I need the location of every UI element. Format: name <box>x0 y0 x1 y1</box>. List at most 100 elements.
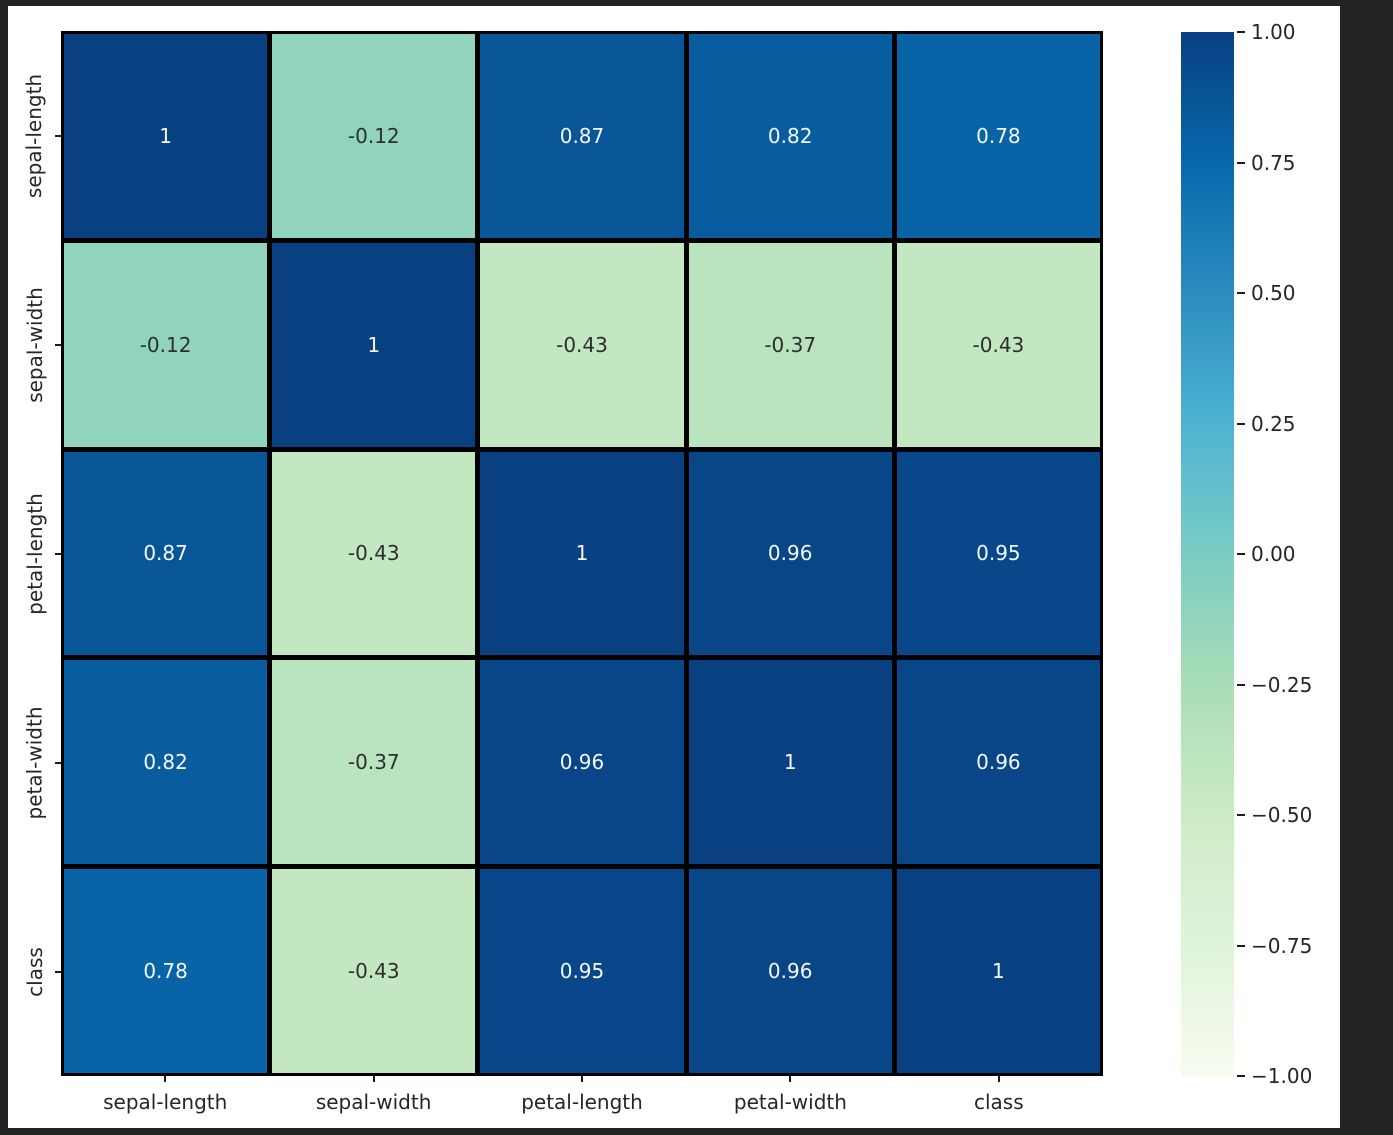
colorbar-tick-mark <box>1237 944 1245 947</box>
colorbar-tick-mark <box>1237 1075 1245 1077</box>
colorbar-tick-label: 1.00 <box>1251 20 1296 44</box>
y-axis: sepal-length sepal-width petal-length petal… <box>8 31 61 1076</box>
figure: 1 -0.12 0.87 0.82 0.78 -0.12 1 -0.43 -0.37 -0.43 0… <box>8 6 1340 1128</box>
y-axis-label-slot: sepal-width <box>8 240 61 449</box>
colorbar-tick-mark <box>1237 292 1245 294</box>
cell-annotation: 0.96 <box>767 959 813 984</box>
heatmap-cell: 1 <box>480 451 684 656</box>
y-axis-label-slot: class <box>8 867 61 1076</box>
colorbar-tick-mark <box>1237 553 1245 555</box>
x-axis-label: sepal-length <box>103 1090 228 1114</box>
x-axis-label: sepal-width <box>315 1090 432 1114</box>
x-axis-label: class <box>974 1090 1024 1114</box>
x-tick-mark <box>581 1076 584 1082</box>
x-tick-mark <box>164 1076 167 1082</box>
heatmap-cell: 1 <box>688 660 892 865</box>
cell-annotation: -0.37 <box>347 750 400 775</box>
x-tick-mark <box>997 1076 1000 1082</box>
cell-annotation: 0.96 <box>559 750 605 775</box>
cell-annotation: -0.12 <box>139 332 192 357</box>
colorbar-tick-mark <box>1237 814 1245 816</box>
cell-annotation: -0.37 <box>764 332 817 357</box>
colorbar-tick-label: −1.00 <box>1251 1064 1313 1088</box>
x-axis-label-slot: sepal-length <box>61 1076 269 1116</box>
cell-annotation: 1 <box>575 541 589 566</box>
heatmap-cell: -0.12 <box>64 242 268 447</box>
x-axis-label-slot: petal-length <box>478 1076 686 1116</box>
correlation-heatmap: 1 -0.12 0.87 0.82 0.78 -0.12 1 -0.43 -0.37 -0.43 0… <box>61 31 1103 1076</box>
x-axis-label: petal-length <box>521 1090 643 1114</box>
heatmap-cell: 1 <box>64 34 268 238</box>
y-axis-label: class <box>22 946 47 997</box>
cell-annotation: 0.82 <box>143 750 188 775</box>
heatmap-cell: -0.43 <box>896 242 1100 447</box>
colorbar-tick-label: −0.50 <box>1251 803 1313 827</box>
colorbar-tick-label: 0.25 <box>1251 411 1296 436</box>
cell-annotation: 1 <box>783 750 797 775</box>
colorbar-gradient <box>1181 32 1234 1076</box>
cell-annotation: 0.78 <box>976 123 1021 148</box>
cell-annotation: -0.43 <box>347 541 400 566</box>
colorbar-tick-label: 0.75 <box>1251 150 1296 175</box>
heatmap-cell: 0.82 <box>688 34 892 238</box>
heatmap-cell: -0.37 <box>272 660 476 865</box>
heatmap-cell: -0.43 <box>480 242 684 447</box>
y-tick-mark <box>55 134 61 137</box>
x-axis-label-slot: petal-width <box>686 1076 894 1116</box>
y-axis-label-slot: sepal-length <box>8 31 61 240</box>
cell-annotation: 1 <box>992 959 1005 984</box>
y-axis-label: sepal-length <box>22 73 47 198</box>
heatmap-cell: 1 <box>896 869 1100 1073</box>
y-tick-mark <box>55 761 61 764</box>
y-axis-label-slot: petal-length <box>8 449 61 658</box>
heatmap-cell: 0.96 <box>688 869 892 1073</box>
cell-annotation: -0.43 <box>556 332 608 357</box>
cell-annotation: 1 <box>159 123 172 148</box>
cell-annotation: 0.82 <box>767 123 813 148</box>
x-tick-mark <box>372 1076 375 1082</box>
x-axis-label-slot: sepal-width <box>269 1076 477 1116</box>
heatmap-cell: 0.78 <box>896 34 1100 238</box>
cell-annotation: -0.43 <box>972 332 1025 357</box>
cell-annotation: 0.96 <box>976 750 1021 775</box>
y-axis-label-slot: petal-width <box>8 658 61 867</box>
colorbar-tick-label: −0.25 <box>1251 672 1313 697</box>
colorbar-tick-label: 0.50 <box>1251 281 1296 305</box>
colorbar-tick-mark <box>1237 683 1245 686</box>
heatmap-cell: -0.43 <box>272 869 476 1073</box>
cell-annotation: 0.87 <box>143 541 188 566</box>
colorbar-tick-mark <box>1237 422 1245 425</box>
x-axis-label: petal-width <box>733 1090 847 1114</box>
y-axis-label: petal-length <box>22 492 47 615</box>
heatmap-cell: 0.87 <box>480 34 684 238</box>
cell-annotation: 0.95 <box>976 541 1021 566</box>
cell-annotation: 1 <box>367 332 381 357</box>
heatmap-cell: 0.95 <box>896 451 1100 656</box>
cell-annotation: -0.43 <box>347 959 400 984</box>
heatmap-cell: -0.37 <box>688 242 892 447</box>
y-tick-mark <box>55 343 61 346</box>
y-axis-label: petal-width <box>22 706 47 819</box>
cell-annotation: 0.78 <box>143 959 188 984</box>
cell-annotation: 0.96 <box>767 541 813 566</box>
heatmap-cell: 0.82 <box>64 660 268 865</box>
heatmap-cell: 0.96 <box>480 660 684 865</box>
heatmap-cell: 1 <box>272 242 476 447</box>
colorbar: 1.00 0.75 0.50 0.25 0.00 −0.25 −0.50 −0.75 −1.00 <box>1181 20 1312 1088</box>
heatmap-cell: 0.96 <box>896 660 1100 865</box>
cell-annotation: 0.95 <box>559 959 605 984</box>
x-axis: sepal-length sepal-width petal-length petal… <box>61 1076 1103 1116</box>
heatmap-cell: 0.95 <box>480 869 684 1073</box>
x-axis-label-slot: class <box>895 1076 1103 1116</box>
cell-annotation: 0.87 <box>559 123 605 148</box>
heatmap-cell: -0.12 <box>272 34 476 238</box>
y-tick-mark <box>55 552 61 555</box>
x-tick-mark <box>789 1076 792 1082</box>
heatmap-cell: 0.87 <box>64 451 268 656</box>
y-axis-label: sepal-width <box>22 286 47 403</box>
colorbar-tick-mark <box>1237 31 1245 33</box>
heatmap-cell: -0.43 <box>272 451 476 656</box>
heatmap-cell: 0.96 <box>688 451 892 656</box>
y-tick-mark <box>55 970 61 973</box>
